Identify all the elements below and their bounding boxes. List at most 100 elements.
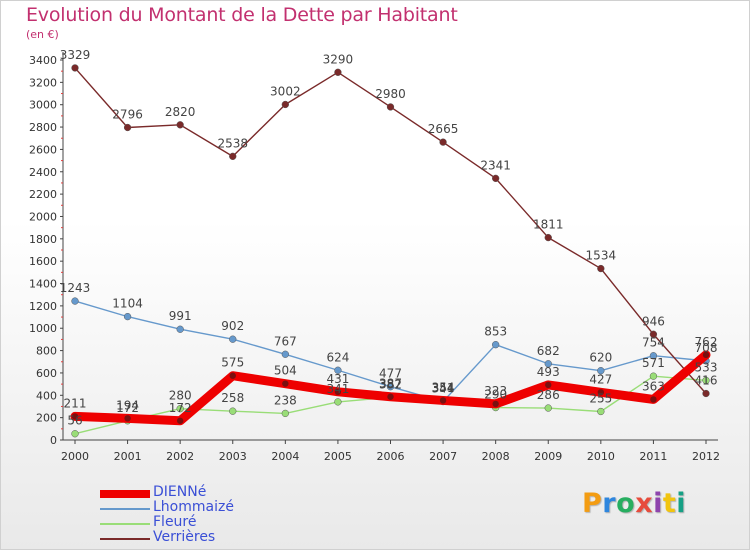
data-point-dienn- — [229, 372, 236, 379]
data-label-dienn-: 363 — [642, 379, 665, 393]
data-point-lhommaiz- — [386, 383, 395, 391]
data-label-dienn-: 493 — [537, 365, 560, 379]
x-tick-label: 2001 — [114, 450, 142, 463]
data-label-fleur-: 341 — [326, 382, 349, 396]
x-tick-label: 2004 — [271, 450, 299, 463]
x-tick-label: 2009 — [534, 450, 562, 463]
data-point-fleur- — [229, 407, 237, 415]
logo-letter: r — [602, 488, 617, 519]
data-label-lhommaiz-: 344 — [432, 382, 455, 396]
data-point-dienn- — [334, 388, 342, 396]
data-label-verri-res: 1811 — [533, 218, 564, 232]
data-label-dienn-: 387 — [379, 377, 402, 391]
data-point-fleur- — [176, 405, 184, 413]
data-point-lhommaiz- — [229, 335, 237, 343]
data-point-dienn- — [282, 380, 289, 387]
data-label-fleur-: 351 — [432, 381, 455, 395]
data-point-dienn- — [492, 400, 499, 408]
x-tick-label: 2005 — [324, 450, 352, 463]
data-point-lhommaiz- — [649, 352, 658, 360]
y-tick-label: 2400 — [29, 166, 57, 179]
data-label-lhommaiz-: 620 — [589, 351, 612, 365]
x-tick-label: 2006 — [377, 450, 405, 463]
data-point-verri-res — [702, 389, 710, 398]
data-label-lhommaiz-: 624 — [326, 350, 349, 364]
data-point-lhommaiz- — [492, 341, 500, 349]
logo-letter: x — [635, 488, 654, 519]
data-point-dienn- — [387, 393, 394, 400]
data-point-verri-res — [649, 330, 658, 338]
y-tick-label: 1800 — [29, 233, 57, 246]
data-label-verri-res: 416 — [695, 374, 718, 388]
data-point-verri-res — [71, 64, 79, 72]
y-tick-label: 600 — [36, 367, 57, 380]
data-point-dienn- — [650, 396, 657, 403]
data-label-verri-res: 3329 — [60, 48, 91, 62]
logo-letter: o — [616, 488, 636, 519]
data-point-verri-res — [123, 123, 132, 132]
data-label-verri-res: 2341 — [480, 158, 511, 172]
data-label-dienn-: 194 — [116, 398, 139, 412]
logo-letter: i — [676, 488, 687, 519]
data-label-lhommaiz-: 477 — [379, 367, 402, 381]
data-point-fleur- — [702, 376, 710, 385]
data-label-dienn-: 504 — [274, 364, 297, 378]
legend-swatch — [100, 523, 150, 525]
data-label-lhommaiz-: 902 — [221, 319, 244, 333]
data-point-fleur- — [281, 409, 289, 418]
data-label-verri-res: 2796 — [112, 108, 143, 122]
data-point-verri-res — [386, 103, 395, 111]
data-point-lhommaiz- — [176, 325, 184, 333]
data-label-verri-res: 2820 — [165, 105, 196, 119]
data-label-verri-res: 2665 — [428, 122, 459, 136]
data-label-verri-res: 3002 — [270, 84, 301, 98]
data-point-dienn- — [702, 351, 710, 359]
data-label-verri-res: 946 — [642, 314, 665, 328]
data-label-lhommaiz-: 754 — [642, 336, 665, 350]
x-tick-label: 2010 — [587, 450, 615, 463]
data-label-fleur-: 56 — [67, 414, 82, 428]
data-label-lhommaiz-: 1243 — [60, 281, 91, 295]
data-label-dienn-: 431 — [326, 372, 349, 386]
data-label-dienn-: 762 — [695, 335, 718, 349]
data-point-verri-res — [492, 174, 500, 183]
y-tick-label: 0 — [50, 434, 57, 447]
logo-letter: i — [653, 488, 663, 519]
data-label-lhommaiz-: 991 — [169, 309, 192, 323]
data-label-lhommaiz-: 1104 — [112, 297, 143, 311]
x-tick-label: 2011 — [639, 450, 667, 463]
data-point-dienn- — [124, 415, 131, 422]
data-point-lhommaiz- — [597, 367, 605, 375]
legend-label: Fleuré — [153, 514, 197, 530]
y-tick-label: 200 — [36, 412, 57, 425]
data-point-lhommaiz- — [281, 350, 289, 358]
data-label-fleur-: 286 — [537, 388, 560, 402]
data-point-dienn- — [439, 397, 447, 404]
data-point-verri-res — [281, 100, 289, 109]
data-point-verri-res — [229, 152, 237, 160]
data-label-fleur-: 571 — [642, 356, 665, 370]
data-label-lhommaiz-: 853 — [484, 325, 507, 339]
data-point-dienn- — [71, 413, 79, 420]
y-tick-label: 2200 — [29, 188, 57, 201]
y-tick-label: 1000 — [29, 322, 57, 335]
data-label-dienn-: 354 — [432, 380, 455, 394]
data-point-lhommaiz- — [71, 297, 79, 305]
data-label-dienn-: 427 — [589, 372, 612, 386]
y-tick-label: 2800 — [29, 121, 57, 134]
data-label-lhommaiz-: 682 — [537, 344, 560, 358]
data-label-verri-res: 2538 — [217, 136, 248, 150]
data-point-verri-res — [597, 264, 605, 273]
data-label-fleur-: 290 — [484, 388, 507, 402]
data-label-fleur-: 255 — [589, 392, 612, 406]
x-tick-label: 2012 — [692, 450, 720, 463]
series-lines — [70, 64, 711, 438]
y-tick-label: 2600 — [29, 143, 57, 156]
proxiti-logo: Proxiti — [582, 488, 686, 519]
logo-letter: P — [582, 488, 603, 519]
data-point-lhommaiz- — [544, 360, 552, 368]
data-label-dienn-: 323 — [484, 384, 507, 398]
data-label-fleur-: 238 — [274, 393, 297, 407]
data-point-dienn- — [597, 389, 605, 396]
